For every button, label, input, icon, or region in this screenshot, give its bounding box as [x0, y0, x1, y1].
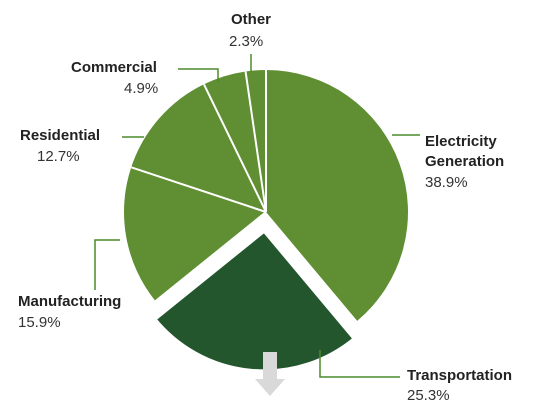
down-arrow-icon — [255, 352, 285, 396]
pie-slice-transportation — [151, 227, 358, 375]
slice-separators — [130, 70, 267, 302]
leader-line-manufacturing — [94, 239, 120, 290]
label-other-value: 2.3% — [229, 33, 263, 50]
separator-commercial — [203, 83, 267, 213]
separator-other — [244, 71, 267, 213]
label-electricity-name: Electricity — [425, 133, 497, 150]
label-manufacturing-value: 15.9% — [18, 314, 61, 331]
label-residential-value: 12.7% — [37, 148, 80, 165]
separator-manufacturing — [154, 211, 267, 302]
label-electricity-value: 38.9% — [425, 174, 468, 191]
separator-residential — [130, 166, 267, 213]
leader-lines — [94, 54, 420, 378]
label-commercial-value: 4.9% — [124, 80, 158, 97]
leader-line-transportation — [319, 350, 400, 378]
label-other-name: Other — [231, 11, 271, 28]
label-commercial-name: Commercial — [71, 59, 157, 76]
label-residential-name: Residential — [20, 127, 100, 144]
slice-labels: Electricity Generation 38.9% Transportat… — [18, 11, 512, 404]
label-transportation-name: Transportation — [407, 367, 512, 384]
label-manufacturing-name: Manufacturing — [18, 293, 121, 310]
pie-slice-residential — [131, 84, 266, 212]
leader-line-commercial — [178, 68, 219, 82]
label-electricity-name-2: Generation — [425, 153, 504, 170]
label-transportation-value: 25.3% — [407, 387, 450, 404]
pie-slice-electricity — [266, 70, 408, 321]
